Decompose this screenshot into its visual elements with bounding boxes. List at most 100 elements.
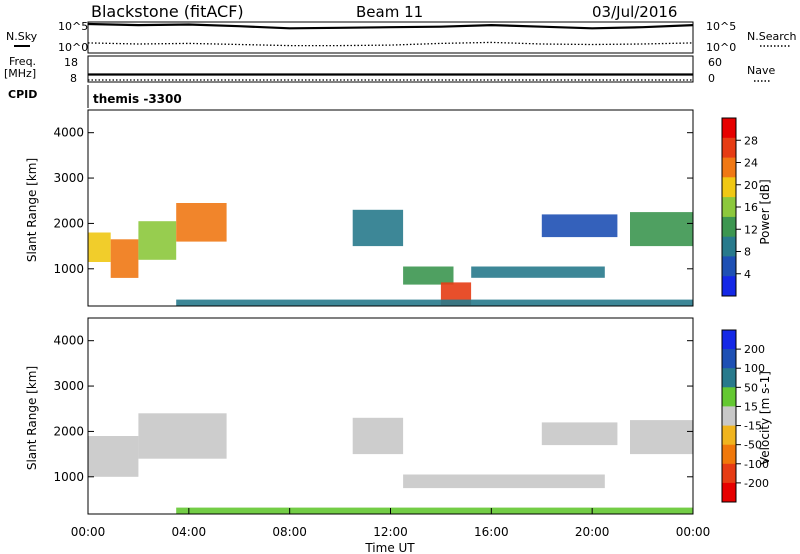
power-colorbar: 28 24 20 16 12 8 4 — [721, 117, 758, 297]
time-x-ticks: 00:00 04:00 08:00 12:00 16:00 20:00 00:00 — [71, 508, 711, 539]
noise-series-group — [87, 22, 694, 47]
velocity-colorbar-segment-2 — [722, 368, 736, 388]
noise-tick-left-low: 10^0 — [58, 41, 88, 54]
power-colorbar-tick-label-6: 4 — [744, 268, 751, 281]
velocity-band-5 — [630, 420, 693, 455]
velocity-colorbar-segment-3 — [722, 387, 736, 407]
velocity-band-4 — [541, 422, 618, 446]
power-ytick-label-1: 2000 — [53, 216, 84, 230]
nave-tick-low: 0 — [708, 72, 715, 85]
noise-line-1 — [87, 41, 694, 47]
velocity-colorbar-tick-label-7: -200 — [744, 477, 769, 490]
xtick-label-2: 08:00 — [272, 525, 307, 539]
velocity-band-3 — [403, 474, 605, 489]
power-ytick-label-2: 3000 — [53, 171, 84, 185]
velocity-colorbar-segment-1 — [722, 349, 736, 369]
power-colorbar-tick-label-1: 24 — [744, 157, 758, 170]
velocity-ytick-label-3: 4000 — [53, 334, 84, 348]
power-ytick-label-3: 4000 — [53, 126, 84, 140]
cpid-value: themis -3300 — [93, 92, 182, 106]
nsearch-label: N.Search — [747, 30, 797, 43]
velocity-y-axis-label: Slant Range [km] — [25, 366, 39, 470]
frequency-series-group — [88, 73, 693, 81]
power-panel — [87, 109, 694, 307]
power-band-3 — [176, 203, 227, 242]
power-colorbar-tick-label-2: 20 — [744, 179, 758, 192]
cpid-label: CPID — [8, 88, 37, 101]
xtick-label-1: 04:00 — [172, 525, 207, 539]
figure-title: Blackstone (fitACF) — [91, 2, 244, 21]
power-band-5 — [403, 266, 454, 285]
nave-label: Nave — [747, 64, 775, 77]
power-colorbar-segment-4 — [722, 197, 736, 218]
velocity-colorbar: 200 100 50 15 -15 -50 -100 -200 — [721, 329, 769, 503]
power-ytick-label-0: 1000 — [53, 262, 84, 276]
xtick-label-4: 16:00 — [474, 525, 509, 539]
velocity-colorbar-tick-label-6: -100 — [744, 458, 769, 471]
velocity-colorbar-tick-label-4: -15 — [744, 420, 762, 433]
power-band-1 — [110, 239, 139, 278]
beam-label: Beam 11 — [356, 3, 423, 21]
velocity-colorbar-frame — [721, 329, 737, 503]
power-band-4 — [352, 209, 404, 247]
xtick-label-5: 20:00 — [575, 525, 610, 539]
noise-line-0 — [87, 22, 694, 30]
power-y-axis-label: Slant Range [km] — [25, 158, 39, 262]
date-label: 03/Jul/2016 — [592, 3, 677, 21]
velocity-colorbar-segment-8 — [722, 482, 736, 503]
power-colorbar-label: Power [dB] — [758, 179, 772, 244]
power-colorbar-segment-5 — [722, 216, 736, 238]
freq-tick-high: 18 — [64, 56, 78, 69]
power-colorbar-segment-8 — [722, 276, 736, 297]
power-heatmap-cells — [88, 203, 693, 306]
power-colorbar-tick-label-0: 28 — [744, 134, 758, 147]
xtick-label-3: 12:00 — [373, 525, 408, 539]
velocity-colorbar-segment-4 — [722, 406, 736, 426]
power-band-0 — [88, 232, 111, 262]
power-colorbar-segment-3 — [722, 177, 736, 198]
noise-tick-right-high: 10^5 — [706, 20, 736, 33]
power-band-8 — [541, 214, 618, 238]
xtick-label-0: 00:00 — [71, 525, 106, 539]
velocity-colorbar-tick-label-5: -50 — [744, 439, 762, 452]
power-band-6 — [440, 282, 472, 306]
power-y-ticks: 1000 2000 3000 4000 — [53, 126, 693, 276]
velocity-ytick-label-1: 2000 — [53, 424, 84, 438]
noise-tick-right-low: 10^0 — [706, 41, 736, 54]
nave-tick-high: 60 — [708, 56, 722, 69]
power-colorbar-segment-2 — [722, 157, 736, 178]
velocity-colorbar-segment-6 — [722, 444, 736, 465]
noise-panel — [87, 21, 694, 54]
power-band-10 — [176, 299, 693, 306]
velocity-y-ticks: 1000 2000 3000 4000 — [53, 334, 693, 484]
velocity-colorbar-segment-0 — [722, 330, 736, 350]
freq-tick-low: 8 — [70, 72, 77, 85]
power-band-9 — [630, 212, 693, 247]
power-colorbar-segment-1 — [722, 137, 736, 159]
velocity-colorbar-tick-label-2: 50 — [744, 381, 758, 394]
power-colorbar-segment-7 — [722, 256, 736, 277]
velocity-band-1 — [138, 413, 227, 459]
power-colorbar-segment-6 — [722, 236, 736, 257]
xtick-label-6: 00:00 — [676, 525, 711, 539]
nsky-label: N.Sky — [6, 30, 38, 43]
velocity-band-6 — [176, 507, 693, 514]
velocity-colorbar-tick-label-3: 15 — [744, 400, 758, 413]
velocity-colorbar-tick-label-0: 200 — [744, 343, 765, 356]
freq-label: Freq. — [9, 55, 36, 68]
velocity-colorbar-label: Velocity [m s-1] — [758, 371, 772, 465]
velocity-band-0 — [88, 436, 139, 477]
power-colorbar-tick-label-4: 12 — [744, 223, 758, 236]
power-colorbar-segment-0 — [722, 118, 736, 139]
velocity-ytick-label-0: 1000 — [53, 470, 84, 484]
power-band-2 — [138, 221, 177, 260]
power-band-7 — [471, 266, 605, 278]
velocity-heatmap-cells — [88, 413, 693, 514]
velocity-band-2 — [352, 417, 404, 455]
frequency-panel — [87, 55, 694, 83]
velocity-colorbar-tick-label-1: 100 — [744, 362, 765, 375]
velocity-colorbar-segment-7 — [722, 463, 736, 484]
freq-unit-label: [MHz] — [4, 67, 36, 80]
velocity-ytick-label-2: 3000 — [53, 379, 84, 393]
